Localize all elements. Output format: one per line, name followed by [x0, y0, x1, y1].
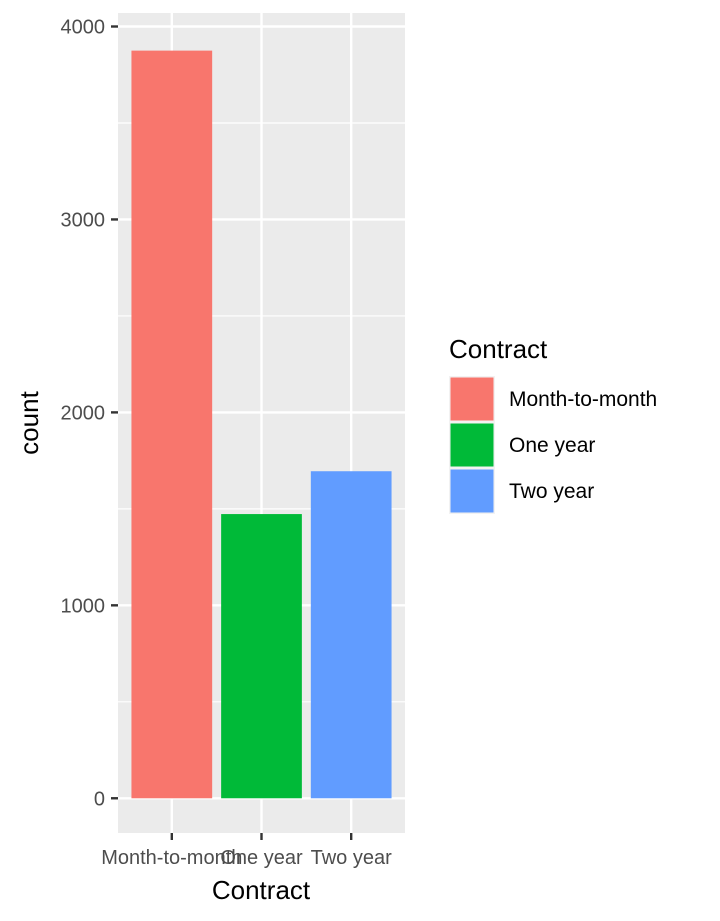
x-tick-label: Two year [311, 847, 392, 869]
x-tick-label: Month-to-month [101, 847, 242, 869]
legend-label: Two year [509, 480, 594, 503]
legend-title: Contract [449, 334, 548, 364]
bar [221, 514, 302, 799]
legend: Contract Month-to-month One year Two year [449, 334, 657, 514]
x-axis-title: Contract [212, 875, 311, 905]
y-tick-label: 2000 [61, 402, 106, 424]
legend-swatch [450, 469, 494, 513]
legend-items: Month-to-month One year Two year [449, 376, 657, 514]
y-axis: 0 1000 2000 3000 4000 [61, 17, 118, 810]
y-tick-label: 4000 [61, 17, 106, 39]
legend-swatch [450, 377, 494, 421]
y-tick-label: 3000 [61, 209, 106, 231]
bar [310, 471, 392, 799]
y-tick-label: 1000 [61, 595, 106, 617]
legend-label: Month-to-month [509, 388, 657, 411]
legend-swatch [450, 423, 494, 467]
bar [131, 50, 213, 799]
y-axis-title: count [14, 390, 44, 454]
y-tick-label: 0 [94, 788, 105, 810]
x-tick-label: One year [220, 847, 303, 869]
legend-label: One year [509, 434, 595, 457]
bars [131, 50, 392, 799]
